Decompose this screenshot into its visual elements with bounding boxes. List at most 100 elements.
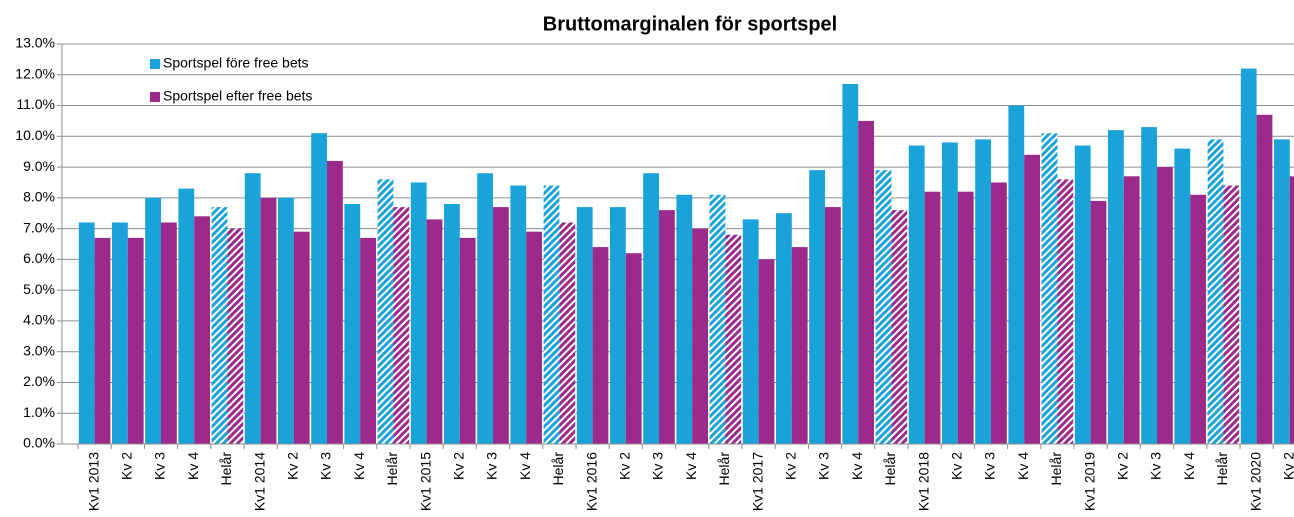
x-tick-label: Kv 3 [152, 452, 168, 480]
x-tick-label: Kv1 2020 [1247, 452, 1263, 511]
bar [293, 231, 310, 444]
bar [1256, 114, 1273, 445]
bar [1207, 139, 1224, 444]
y-tick-label: 0.0% [23, 435, 55, 451]
bar [444, 204, 460, 444]
y-tick-label: 9.0% [23, 158, 55, 174]
x-tick-label: Kv1 2017 [749, 452, 765, 511]
bar [178, 188, 195, 444]
bar [1024, 154, 1040, 444]
bar [94, 237, 111, 444]
x-tick-label: Kv 4 [683, 452, 699, 480]
bar [477, 173, 493, 444]
x-tick-label: Kv 4 [517, 452, 533, 480]
x-tick-label: Kv 3 [982, 452, 998, 480]
y-tick-label: 3.0% [23, 342, 55, 358]
x-tick-label: Kv1 2013 [85, 452, 101, 511]
bar [78, 222, 95, 444]
bar [1041, 133, 1058, 444]
x-tick-label: Helår [218, 452, 234, 486]
bar [1289, 176, 1294, 445]
x-tick-label: Kv1 2019 [1081, 452, 1097, 511]
bar [709, 194, 726, 444]
y-tick-label: 11.0% [16, 96, 55, 112]
bar [1108, 130, 1124, 444]
bar [758, 259, 775, 444]
bar [643, 173, 659, 444]
bar [842, 84, 859, 444]
bar [1074, 145, 1091, 445]
y-tick-label: 1.0% [23, 404, 55, 420]
bar [975, 139, 991, 444]
x-tick-label: Helår [882, 452, 898, 486]
y-tick-label: 2.0% [23, 373, 55, 389]
bar [924, 191, 941, 444]
bar [610, 207, 626, 444]
bar [161, 222, 177, 444]
y-tick-label: 7.0% [23, 219, 55, 235]
bar [809, 170, 825, 444]
bar [791, 247, 808, 444]
x-tick-label: Kv1 2014 [251, 452, 267, 511]
x-tick-label: Helår [716, 452, 732, 486]
bar [725, 234, 742, 444]
y-tick-label: 5.0% [23, 281, 55, 297]
legend-swatch [150, 92, 160, 102]
bar [327, 160, 343, 444]
bar [1223, 185, 1240, 445]
y-tick-label: 6.0% [23, 250, 55, 266]
x-tick-label: Kv 2 [783, 452, 799, 480]
x-tick-label: Helår [384, 452, 400, 486]
bar [1190, 194, 1206, 444]
bar [194, 216, 210, 444]
bar [360, 237, 376, 444]
bar [891, 210, 908, 444]
bar [211, 207, 228, 444]
bar [576, 207, 593, 444]
bar [625, 253, 642, 444]
x-tick-label: Kv 3 [318, 452, 334, 480]
bar [393, 207, 410, 444]
chart-title: Bruttomarginalen för sportspel [543, 13, 837, 35]
x-tick-label: Kv 2 [1115, 452, 1131, 480]
bar [1090, 200, 1107, 444]
x-tick-label: Kv 2 [451, 452, 467, 480]
x-tick-label: Kv 3 [484, 452, 500, 480]
bar [991, 182, 1007, 444]
x-tick-label: Kv 3 [816, 452, 832, 480]
y-tick-label: 13.0% [15, 35, 55, 51]
bar [559, 222, 576, 444]
x-tick-label: Kv 4 [1015, 452, 1031, 480]
bar [459, 237, 476, 444]
bar [1274, 139, 1290, 444]
bar [875, 170, 892, 444]
bar [1157, 167, 1173, 445]
x-tick-label: Kv 2 [949, 452, 965, 480]
x-tick-label: Kv 3 [1148, 452, 1164, 480]
x-tick-label: Kv 4 [849, 452, 865, 480]
x-tick-label: Kv 4 [351, 452, 367, 480]
bar [410, 182, 427, 444]
bar [344, 204, 361, 444]
y-tick-label: 4.0% [23, 312, 55, 328]
x-tick-label: Kv 2 [1281, 452, 1294, 480]
bar [1123, 176, 1140, 445]
bar [145, 197, 161, 444]
bar [676, 194, 693, 444]
x-tick-label: Kv1 2018 [915, 452, 931, 511]
x-tick-label: Kv 4 [1181, 452, 1197, 480]
bar [543, 185, 560, 445]
bar [1008, 105, 1025, 445]
bar [692, 228, 708, 444]
bar [742, 219, 759, 444]
legend-swatch [150, 59, 160, 69]
x-tick-label: Kv 2 [285, 452, 301, 480]
y-tick-label: 12.0% [15, 65, 55, 81]
bar [112, 222, 128, 444]
bar [260, 197, 277, 444]
bar [659, 210, 675, 444]
bar [244, 173, 261, 444]
x-tick-label: Helår [1048, 452, 1064, 486]
legend-label: Sportspel efter free bets [163, 88, 312, 104]
